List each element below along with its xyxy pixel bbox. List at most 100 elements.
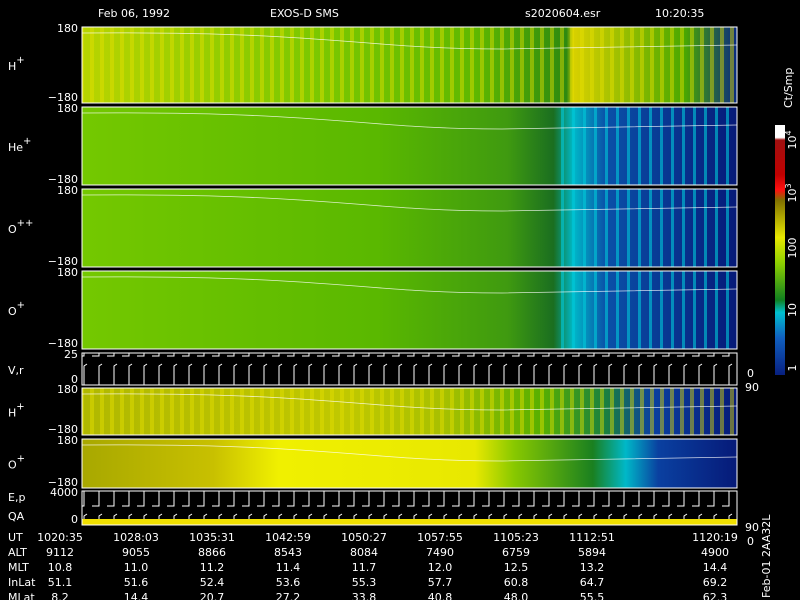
cell: 1042:59 [265, 531, 311, 544]
y-top: 180 [57, 102, 78, 115]
cell: 4900 [701, 546, 729, 559]
y2-top: 90 [745, 521, 759, 534]
cell: 20.7 [200, 591, 225, 600]
date: Feb 06, 1992 [98, 7, 170, 20]
cell: 14.4 [124, 591, 149, 600]
y-top: 180 [57, 434, 78, 447]
colorbar-base: 1 [786, 365, 799, 372]
panel-frame [81, 188, 738, 268]
file: s2020604.esr [525, 7, 601, 20]
panel-label-text: O [8, 223, 17, 236]
colorbar-unit: Ct/Smp [782, 68, 795, 108]
panel-texture [560, 271, 737, 349]
y-bottom: −180 [48, 91, 78, 104]
colorbar-label: 103 [784, 183, 799, 202]
colorbar-base: 10 [786, 189, 799, 203]
cell: 8866 [198, 546, 226, 559]
cell: 8543 [274, 546, 302, 559]
cell: 62.3 [703, 591, 728, 600]
cell: 11.2 [200, 561, 225, 574]
panel-texture [82, 353, 737, 385]
panel-label-sup: + [17, 454, 25, 465]
cell: 69.2 [703, 576, 728, 589]
row-label: UT [8, 531, 23, 544]
cell: 10.8 [48, 561, 73, 574]
cell: 51.6 [124, 576, 149, 589]
panel-frame [81, 490, 738, 526]
colorbar [775, 125, 785, 375]
cell: 1057:55 [417, 531, 463, 544]
panel-label: O+ [8, 454, 25, 472]
y-top: 180 [57, 22, 78, 35]
cell: 48.0 [504, 591, 529, 600]
cell: 1105:23 [493, 531, 539, 544]
cell: 1120:19 [692, 531, 738, 544]
row-label: MLT [8, 561, 29, 574]
instrument: EXOS-D SMS [270, 7, 339, 20]
trace-line [81, 194, 738, 212]
panel-label-sup: + [16, 402, 24, 413]
panel-label-text: H [8, 407, 16, 420]
cell: 11.4 [276, 561, 301, 574]
cell: 13.2 [580, 561, 605, 574]
y-bottom: 0 [71, 513, 78, 526]
panel-label: O+ [8, 300, 25, 318]
colorbar-label: 1 [786, 365, 799, 372]
colorbar-exp: 3 [784, 183, 793, 188]
cell: 6759 [502, 546, 530, 559]
panel-frame [81, 270, 738, 350]
trace-line [81, 393, 738, 411]
panel-label-2: QA [8, 510, 25, 523]
cell: 1112:51 [569, 531, 615, 544]
cell: 64.7 [580, 576, 605, 589]
y-top: 180 [57, 184, 78, 197]
cell: 11.0 [124, 561, 149, 574]
y-top: 180 [57, 266, 78, 279]
panel-frame [81, 26, 738, 104]
y-top: 25 [64, 348, 78, 361]
cell: 11.7 [352, 561, 377, 574]
colorbar-label: 10 [786, 303, 799, 317]
y-bottom: −180 [48, 423, 78, 436]
panel-texture [560, 189, 737, 267]
time: 10:20:35 [655, 7, 704, 20]
row-label: ALT [8, 546, 27, 559]
side-note: Feb-01 2AA32L [760, 514, 773, 598]
colorbar-label: 104 [784, 130, 799, 149]
panel-frame [81, 438, 738, 489]
panel-label: H+ [8, 402, 25, 420]
cell: 52.4 [200, 576, 225, 589]
panel-label: He+ [8, 136, 31, 154]
panel-label-text: H [8, 60, 16, 73]
colorbar-base: 100 [786, 238, 799, 259]
panel-texture [82, 388, 737, 435]
cell: 60.8 [504, 576, 529, 589]
panel-texture [82, 27, 737, 103]
panel-frame [81, 106, 738, 186]
cell: 7490 [426, 546, 454, 559]
y2-bottom: 0 [747, 535, 754, 548]
row-label: MLat [8, 591, 35, 600]
cell: 53.6 [276, 576, 301, 589]
cell: 5894 [578, 546, 606, 559]
trace-line [81, 112, 738, 130]
y-bottom: −180 [48, 255, 78, 268]
panel-label-text: O [8, 305, 17, 318]
panel-label-text: V,r [8, 364, 24, 377]
cell: 8084 [350, 546, 378, 559]
y2-top: 90 [745, 381, 759, 394]
colorbar-label: 100 [786, 238, 799, 259]
cell: 55.3 [352, 576, 377, 589]
colorbar-base: 10 [786, 303, 799, 317]
panel-label-sup: + [16, 55, 24, 66]
panel-texture [560, 107, 737, 185]
cell: 1028:03 [113, 531, 159, 544]
cell: 12.5 [504, 561, 529, 574]
cell: 12.0 [428, 561, 453, 574]
y-bottom: −180 [48, 476, 78, 489]
panel-label-sup: + [23, 136, 31, 147]
panel-label-text: E,p [8, 491, 25, 504]
cell: 27.2 [276, 591, 301, 600]
panel-label-text: He [8, 141, 23, 154]
